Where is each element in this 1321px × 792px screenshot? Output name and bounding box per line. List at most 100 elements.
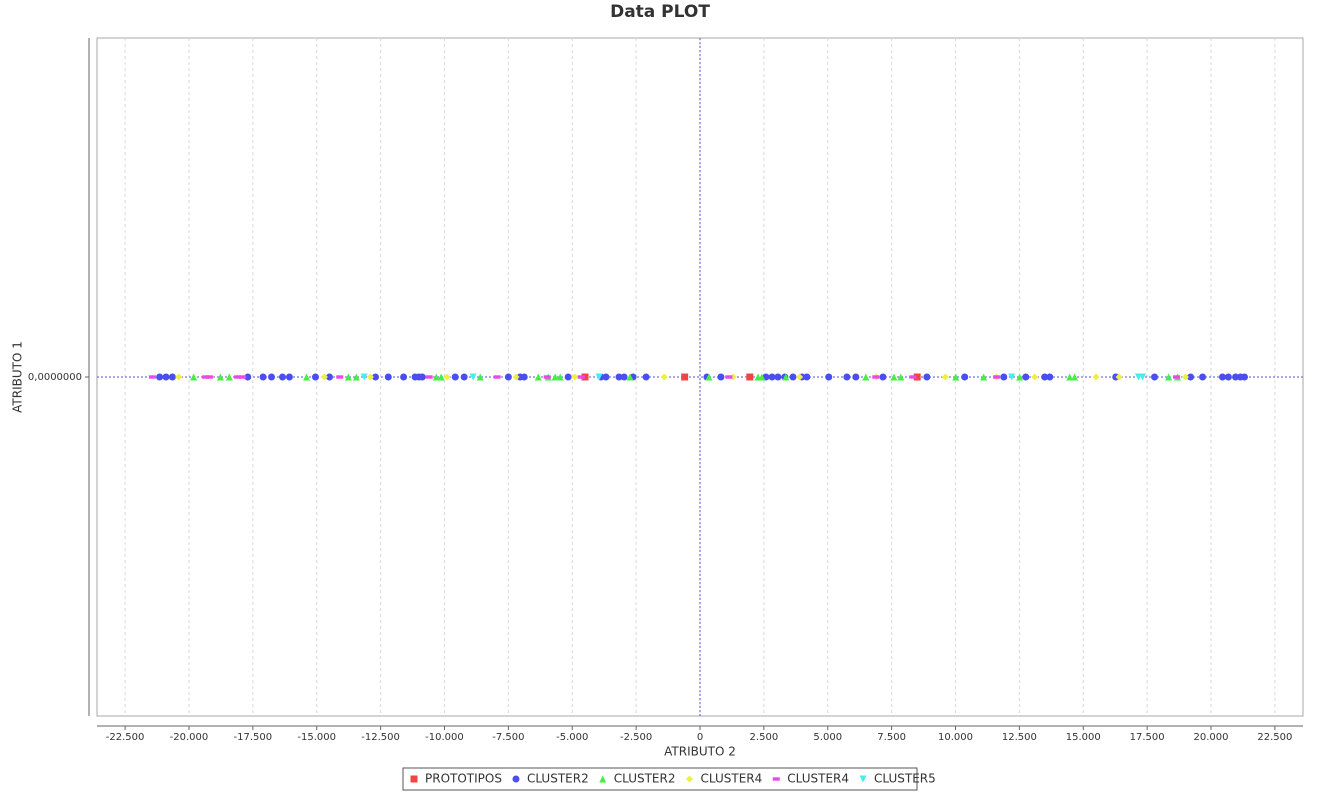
x-tick-label: 17.500 [1130, 732, 1165, 743]
legend-label: PROTOTIPOS [425, 772, 502, 786]
marker-circle [418, 373, 426, 381]
marker-bar [336, 375, 344, 379]
marker-diamond [320, 373, 328, 381]
x-tick-label: -5.000 [556, 732, 588, 743]
marker-diamond [1181, 373, 1189, 381]
legend-marker [859, 775, 867, 783]
marker-circle [1187, 373, 1195, 381]
marker-bar [577, 375, 585, 379]
marker-circle [564, 373, 572, 381]
marker-circle [278, 373, 286, 381]
marker-diamond [796, 373, 804, 381]
legend-marker [410, 775, 418, 783]
marker-triangle-down [360, 373, 368, 381]
marker-circle [504, 373, 512, 381]
x-tick-label: 20.000 [1194, 732, 1229, 743]
x-tick-label: 5.000 [813, 732, 842, 743]
marker-circle [162, 373, 170, 381]
marker-circle [326, 373, 334, 381]
marker-circle [1046, 373, 1054, 381]
marker-square [581, 373, 589, 381]
legend-label: CLUSTER5 [874, 772, 936, 786]
legend-box [402, 767, 918, 791]
marker-triangle [890, 373, 898, 381]
legend-label: CLUSTER4 [787, 772, 849, 786]
marker-diamond [1115, 373, 1123, 381]
marker-circle [768, 373, 776, 381]
marker-circle [852, 373, 860, 381]
marker-triangle [897, 373, 905, 381]
marker-circle [1041, 373, 1049, 381]
marker-triangle-down [469, 373, 477, 381]
marker-circle [311, 373, 319, 381]
marker-circle [1224, 373, 1232, 381]
marker-bar [202, 375, 210, 379]
marker-triangle [1016, 373, 1024, 381]
marker-triangle [1165, 373, 1173, 381]
marker-circle [460, 373, 468, 381]
x-tick-label: 15.000 [1066, 732, 1101, 743]
marker-diamond [175, 373, 183, 381]
marker-triangle [626, 373, 634, 381]
marker-triangle-down [1008, 373, 1016, 381]
marker-circle [1000, 373, 1008, 381]
legend-marker [686, 775, 693, 783]
x-tick-label: 0 [697, 732, 703, 743]
marker-triangle [344, 373, 352, 381]
marker-bar [493, 375, 501, 379]
marker-triangle [303, 373, 311, 381]
marker-circle [879, 373, 887, 381]
marker-circle [244, 373, 252, 381]
chart-title: Data PLOT [610, 2, 710, 22]
marker-circle [156, 373, 164, 381]
marker-bar [205, 375, 213, 379]
marker-triangle [705, 373, 713, 381]
marker-diamond [1092, 373, 1100, 381]
marker-circle [717, 373, 725, 381]
marker-triangle [551, 373, 559, 381]
x-tick-label: 7.500 [877, 732, 906, 743]
y-tick-label: 0,0000000 [28, 372, 82, 383]
marker-bar [234, 375, 242, 379]
marker-diamond [660, 373, 668, 381]
marker-bar [909, 375, 917, 379]
marker-triangle [862, 373, 870, 381]
marker-circle [615, 373, 623, 381]
marker-diamond [571, 373, 579, 381]
x-tick-label: 12.500 [1002, 732, 1037, 743]
marker-bar [239, 375, 247, 379]
marker-circle [259, 373, 267, 381]
marker-circle [168, 373, 176, 381]
x-tick-label: 2.500 [750, 732, 779, 743]
marker-triangle [437, 373, 445, 381]
x-tick-label: -20.000 [170, 732, 209, 743]
marker-circle [285, 373, 293, 381]
marker-circle [825, 373, 833, 381]
marker-triangle [190, 373, 198, 381]
marker-bar [993, 375, 1001, 379]
marker-diamond [941, 373, 949, 381]
marker-triangle-down [1139, 373, 1147, 381]
marker-circle [1232, 373, 1240, 381]
marker-bar [148, 375, 156, 379]
marker-bar [725, 375, 733, 379]
legend-marker [599, 775, 607, 783]
marker-bar [543, 375, 551, 379]
marker-circle [520, 373, 528, 381]
marker-circle [620, 373, 628, 381]
legend-label: CLUSTER4 [701, 772, 763, 786]
marker-circle [923, 373, 931, 381]
marker-circle [774, 373, 782, 381]
marker-circle [1022, 373, 1030, 381]
marker-diamond [512, 373, 520, 381]
legend-marker [772, 777, 780, 781]
marker-triangle [225, 373, 233, 381]
legend-marker [512, 775, 520, 783]
x-tick-label: -12.500 [361, 732, 400, 743]
x-tick-label: 22.500 [1257, 732, 1292, 743]
marker-circle [451, 373, 459, 381]
marker-triangle [952, 373, 960, 381]
x-tick-label: 10.000 [938, 732, 973, 743]
